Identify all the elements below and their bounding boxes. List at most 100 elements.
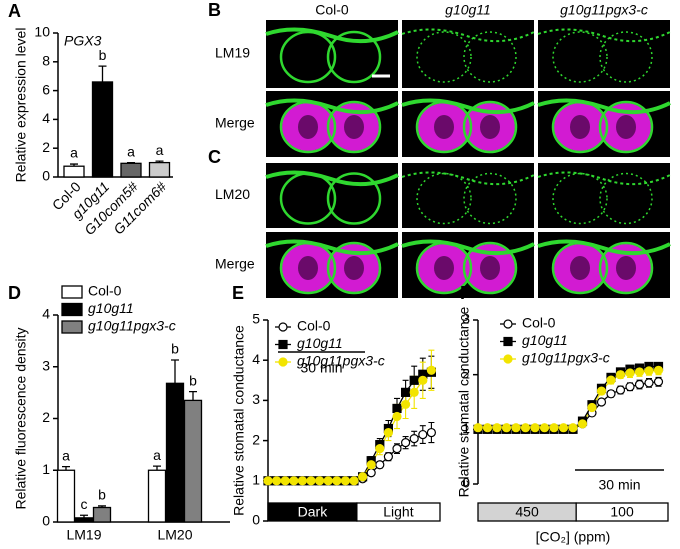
bar	[91, 81, 114, 178]
data-point	[558, 423, 569, 433]
data-point	[366, 460, 376, 470]
bar	[165, 382, 185, 523]
cell-outline	[598, 100, 654, 154]
period-label: 450	[515, 504, 539, 520]
cell-outline	[279, 100, 337, 154]
significance-label: b	[98, 487, 106, 503]
legend-label: g10g11	[522, 332, 568, 348]
y-tick-label: 0	[252, 512, 260, 528]
data-point	[482, 423, 493, 433]
cell-outline	[416, 31, 472, 83]
legend-marker	[503, 319, 513, 329]
guard-cell-pore	[480, 115, 500, 139]
period-bar	[575, 502, 669, 522]
legend-label: g10g11pgx3-c	[297, 353, 385, 369]
membrane-signal	[265, 170, 399, 187]
membrane-signal	[537, 171, 671, 186]
bar	[56, 469, 76, 523]
cell-outline	[326, 172, 382, 225]
legend-label: g10g11pgx3-c	[88, 318, 176, 334]
y-tick-label: 0	[42, 168, 50, 184]
data-point	[577, 419, 588, 429]
data-point	[280, 476, 290, 486]
y-tick-label: 1	[42, 461, 50, 477]
y-tick-label: 4	[252, 351, 260, 367]
data-point	[587, 402, 597, 413]
data-point	[634, 367, 645, 377]
legend-marker	[278, 322, 288, 332]
y-axis-label: Relative fluorescence density	[13, 327, 29, 509]
bar	[120, 162, 142, 178]
annotation: 30 min	[598, 477, 640, 493]
cell-outline	[463, 31, 517, 83]
data-point	[383, 427, 393, 438]
row-label: LM20	[215, 186, 250, 202]
y-tick-label: 0	[462, 475, 470, 491]
cell-outline	[462, 100, 518, 154]
data-point	[375, 460, 385, 470]
data-point	[426, 365, 436, 375]
micrograph	[402, 20, 534, 88]
guard-cell-pore	[298, 256, 318, 280]
data-point	[383, 452, 393, 462]
series-line	[478, 369, 659, 429]
data-point	[549, 423, 559, 433]
data-point	[340, 476, 350, 486]
x-tick-label: LM19	[66, 527, 101, 543]
y-tick-label: 4	[42, 306, 50, 322]
data-point	[263, 476, 273, 486]
data-point	[323, 476, 333, 486]
data-point	[511, 423, 521, 433]
legend-marker	[503, 336, 513, 347]
guard-cell-pore	[344, 256, 364, 280]
significance-label: a	[153, 447, 161, 463]
membrane-signal	[401, 239, 535, 256]
membrane-signal	[265, 27, 399, 44]
cell-outline	[326, 30, 382, 84]
column-header: g10g11pgx3-c	[560, 2, 648, 18]
data-point	[520, 423, 531, 433]
y-tick-label: 1	[462, 420, 470, 436]
membrane-signal	[265, 239, 399, 256]
data-point	[501, 423, 512, 433]
data-point	[606, 389, 616, 399]
error-bar	[171, 359, 179, 384]
legend-label: Col-0	[522, 315, 556, 331]
data-point	[366, 468, 376, 478]
data-point	[315, 476, 325, 486]
y-axis-label: Relative expression level	[13, 28, 29, 183]
data-point	[409, 387, 419, 397]
y-tick-label: 2	[252, 431, 260, 447]
annotation: 30 min	[300, 360, 342, 376]
data-point	[568, 423, 578, 433]
panel-letter: C	[208, 147, 221, 167]
data-point	[358, 472, 368, 482]
y-axis-label: Relative stomatal conductance	[231, 325, 247, 516]
significance-label: b	[189, 372, 197, 388]
legend-label: Col-0	[88, 283, 122, 299]
significance-label: a	[70, 145, 78, 161]
y-tick-label: 4	[42, 110, 50, 126]
y-tick-label: 6	[42, 81, 50, 97]
cell-outline	[415, 100, 473, 154]
data-point	[375, 444, 385, 454]
cell-outline	[552, 172, 608, 225]
legend-label: g10g11	[297, 335, 343, 351]
legend-marker	[503, 354, 513, 364]
period-label: 100	[610, 504, 634, 520]
data-point	[401, 438, 411, 448]
cell-outline	[552, 31, 608, 83]
data-point	[644, 378, 654, 388]
membrane-signal	[401, 98, 535, 115]
guard-cell-pore	[570, 115, 590, 139]
y-tick-label: 2	[42, 139, 50, 155]
cell-outline	[598, 241, 654, 295]
membrane-signal	[537, 239, 671, 256]
bar	[147, 469, 167, 523]
legend-label: g10g11	[88, 300, 134, 316]
significance-label: a	[127, 143, 135, 159]
guard-cell-pore	[616, 256, 636, 280]
cell-outline	[279, 172, 337, 225]
significance-label: b	[171, 341, 179, 357]
